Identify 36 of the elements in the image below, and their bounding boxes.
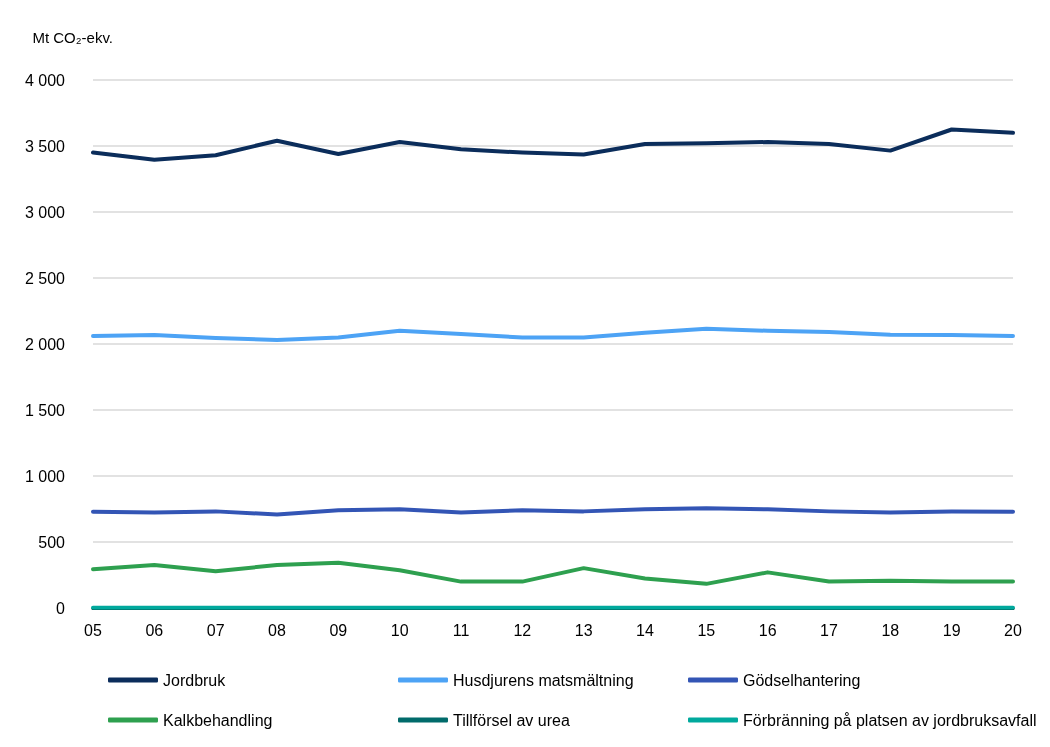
x-tick-label: 13	[574, 621, 593, 639]
legend-label: Tillförsel av urea	[453, 711, 570, 729]
x-tick-label: 08	[268, 621, 286, 639]
x-tick-label: 07	[206, 621, 225, 639]
x-tick-label: 10	[390, 621, 409, 639]
line-series	[91, 506, 1015, 517]
y-tick-label: 0	[56, 599, 66, 617]
y-tick-label: 3 000	[24, 203, 66, 221]
y-tick-label: 500	[38, 533, 66, 551]
line-series	[91, 127, 1015, 162]
line-series	[91, 560, 1015, 586]
y-axis-title: Mt CO₂-ekv.	[32, 29, 113, 46]
x-tick-label: 09	[329, 621, 348, 639]
y-tick-label: 3 500	[24, 137, 66, 155]
x-tick-label: 19	[942, 621, 961, 639]
x-tick-label: 16	[758, 621, 777, 639]
x-tick-label: 20	[1004, 621, 1022, 639]
x-tick-label: 15	[697, 621, 716, 639]
y-tick-label: 1 000	[24, 467, 66, 485]
legend-label: Gödselhantering	[743, 671, 861, 689]
x-tick-label: 18	[881, 621, 900, 639]
x-tick-label: 05	[84, 621, 102, 639]
y-tick-label: 1 500	[24, 401, 66, 419]
line-series	[91, 326, 1015, 343]
legend-label: Jordbruk	[163, 671, 227, 689]
y-tick-label: 2 000	[24, 335, 66, 353]
x-tick-label: 06	[145, 621, 164, 639]
x-tick-label: 14	[636, 621, 654, 639]
legend-label: Husdjurens matsmältning	[453, 671, 634, 689]
y-tick-label: 4 000	[24, 71, 66, 89]
x-tick-label: 12	[513, 621, 532, 639]
legend-label: Kalkbehandling	[163, 711, 273, 729]
y-tick-label: 2 500	[24, 269, 66, 287]
legend-label: Förbränning på platsen av jordbruksavfall	[743, 711, 1037, 729]
x-tick-label: 11	[452, 621, 470, 639]
x-tick-label: 17	[820, 621, 838, 639]
